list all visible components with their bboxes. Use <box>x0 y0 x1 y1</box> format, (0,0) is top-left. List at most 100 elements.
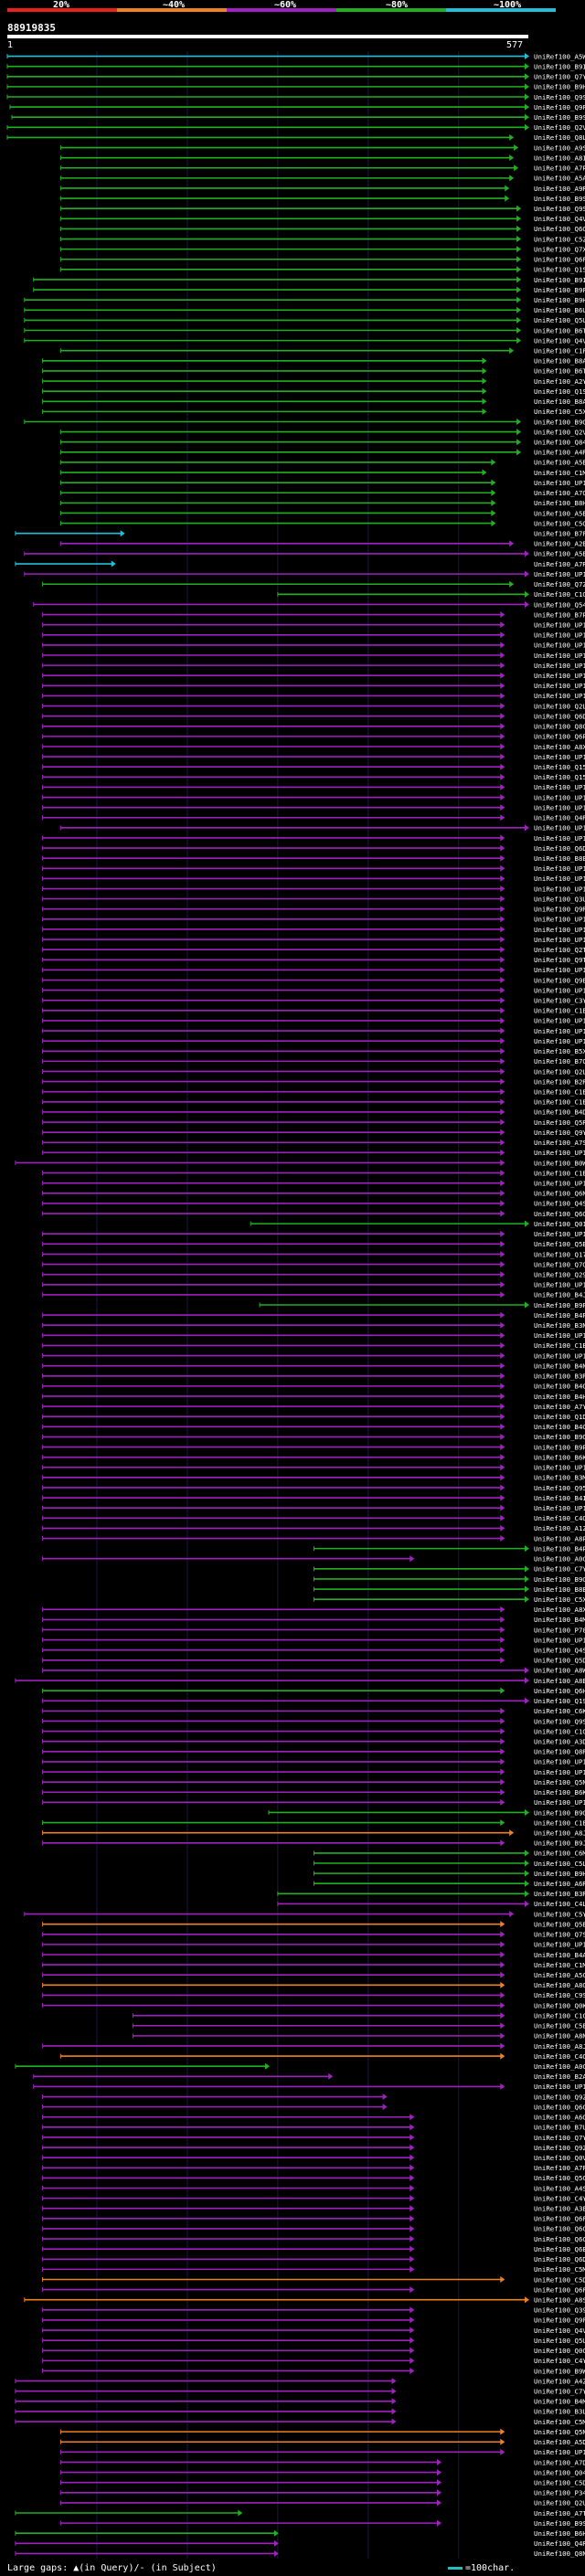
hit-label[interactable]: UniRef100_B9J1B7 <box>534 1839 585 1848</box>
hit-label[interactable]: UniRef100_UP1000.. <box>534 1037 585 1045</box>
hit-label[interactable]: UniRef100_C1C1T7 <box>534 2011 585 2019</box>
hit-label[interactable]: UniRef100_A5DGT3 <box>534 2438 585 2446</box>
hit-label[interactable]: UniRef100_C5DLM4 <box>534 2478 585 2486</box>
hit-label[interactable]: UniRef100_Q0CH38 <box>534 2347 585 2355</box>
hit-label[interactable]: UniRef100_Q6PAM0 <box>534 733 585 741</box>
hit-label[interactable]: UniRef100_Q7YZG6 <box>534 2134 585 2142</box>
hit-label[interactable]: UniRef100_A5WP67 <box>534 52 585 60</box>
hit-label[interactable]: UniRef100_A7TTP9 <box>534 2509 585 2518</box>
hit-label[interactable]: UniRef100_Q5DEG6 <box>534 1657 585 1665</box>
hit-label[interactable]: UniRef100_A3E027 <box>534 2205 585 2213</box>
hit-label[interactable]: UniRef100_UP1000.. <box>534 620 585 629</box>
hit-label[interactable]: UniRef100_UP1000.. <box>534 692 585 700</box>
hit-label[interactable]: UniRef100_A8NME7 <box>534 2032 585 2041</box>
hit-label[interactable]: UniRef100_B4I3B0 <box>534 1494 585 1502</box>
hit-label[interactable]: UniRef100_C5Z085 <box>534 235 585 243</box>
hit-label[interactable]: UniRef100_Q2L2F6 <box>534 702 585 710</box>
hit-label[interactable]: UniRef100_Q5NAH7 <box>534 1778 585 1786</box>
hit-label[interactable]: UniRef100_C6M8Q3 <box>534 1850 585 1858</box>
hit-label[interactable]: UniRef100_Q9EIS9 <box>534 976 585 984</box>
hit-label[interactable]: UniRef100_C5XIU4 <box>534 408 585 416</box>
hit-label[interactable]: UniRef100_A9SLP6 <box>534 143 585 152</box>
hit-label[interactable]: UniRef100_UP1000.. <box>534 570 585 578</box>
hit-label[interactable]: UniRef100_Q6FR05 <box>534 2285 585 2294</box>
hit-label[interactable]: UniRef100_Q17IU7 <box>534 1250 585 1258</box>
hit-label[interactable]: UniRef100_A9RJ25 <box>534 185 585 193</box>
hit-label[interactable]: UniRef100_Q3U519 <box>534 895 585 903</box>
hit-label[interactable]: UniRef100_Q0KEYS <box>534 2001 585 2009</box>
hit-label[interactable]: UniRef100_A7D5T3 <box>534 2458 585 2466</box>
hit-label[interactable]: UniRef100_B3MD46 <box>534 1474 585 1482</box>
hit-label[interactable]: UniRef100_A7RG44 <box>534 560 585 568</box>
hit-label[interactable]: UniRef100_A8XAW7 <box>534 1606 585 1614</box>
hit-label[interactable]: UniRef100_C4Y9B1 <box>534 2194 585 2202</box>
hit-label[interactable]: UniRef100_Q6DV95 <box>534 2255 585 2263</box>
hit-label[interactable]: UniRef100_UP1000.. <box>534 966 585 974</box>
hit-label[interactable]: UniRef100_B8AWL0 <box>534 398 585 406</box>
hit-label[interactable]: UniRef100_Q1SPR9 <box>534 387 585 396</box>
hit-label[interactable]: UniRef100_UP1000.. <box>534 1149 585 1157</box>
hit-label[interactable]: UniRef100_UP1000.. <box>534 1179 585 1187</box>
hit-label[interactable]: UniRef100_B2ACC1 <box>534 2072 585 2081</box>
hit-label[interactable]: UniRef100_UP1000.. <box>534 2083 585 2091</box>
hit-label[interactable]: UniRef100_UP1000.. <box>534 1768 585 1776</box>
hit-label[interactable]: UniRef100_Q1DIB3 <box>534 1413 585 1421</box>
hit-label[interactable]: UniRef100_Q2U7H2 <box>534 2499 585 2507</box>
hit-label[interactable]: UniRef100_Q0V3C0 <box>534 2154 585 2162</box>
hit-label[interactable]: UniRef100_Q9ZWX8 <box>534 2144 585 2152</box>
hit-label[interactable]: UniRef100_UP1000.. <box>534 875 585 883</box>
hit-label[interactable]: UniRef100_Q6FMR8 <box>534 2215 585 2223</box>
hit-label[interactable]: UniRef100_UP1000.. <box>534 986 585 994</box>
hit-label[interactable]: UniRef100_C6KCL6 <box>534 1707 585 1715</box>
hit-label[interactable]: UniRef100_C7YVL0 <box>534 1565 585 1574</box>
hit-label[interactable]: UniRef100_A4ZYY1 <box>534 2377 585 2385</box>
hit-label[interactable]: UniRef100_UP1000.. <box>534 631 585 640</box>
hit-label[interactable]: UniRef100_Q6C2R0 <box>534 2103 585 2111</box>
hit-label[interactable]: UniRef100_Q4SKR7 <box>534 1200 585 1208</box>
hit-label[interactable]: UniRef100_B8HPT9 <box>534 499 585 507</box>
hit-label[interactable]: UniRef100_Q6F357 <box>534 256 585 264</box>
hit-label[interactable]: UniRef100_P34164 <box>534 2489 585 2497</box>
hit-label[interactable]: UniRef100_UP1000.. <box>534 824 585 832</box>
hit-label[interactable]: UniRef100_Q5NYR0 <box>534 2428 585 2436</box>
hit-label[interactable]: UniRef100_Q7Q4V1 <box>534 1260 585 1268</box>
hit-label[interactable]: UniRef100_Q6C8T0 <box>534 2225 585 2233</box>
hit-label[interactable]: UniRef100_B7Q0Q5 <box>534 1057 585 1065</box>
hit-label[interactable]: UniRef100_B6TFP0 <box>534 367 585 376</box>
hit-label[interactable]: UniRef100_B9FKR0 <box>534 286 585 294</box>
hit-label[interactable]: UniRef100_C5D7U2 <box>534 2275 585 2284</box>
hit-label[interactable]: UniRef100_C1BU10 <box>534 1341 585 1350</box>
hit-label[interactable]: UniRef100_A2YFV5 <box>534 377 585 386</box>
hit-label[interactable]: UniRef100_B3N7K7 <box>534 1321 585 1330</box>
hit-label[interactable]: UniRef100_UP1000.. <box>534 1230 585 1238</box>
hit-label[interactable]: UniRef100_UP1000.. <box>534 1798 585 1807</box>
hit-label[interactable]: UniRef100_B2R840 <box>534 1077 585 1086</box>
hit-label[interactable]: UniRef100_A5C9D7 <box>534 1971 585 1979</box>
hit-label[interactable]: UniRef100_A8XSV8 <box>534 743 585 751</box>
hit-label[interactable]: UniRef100_C5MAX9 <box>534 2418 585 2426</box>
hit-label[interactable]: UniRef100_A0CB23 <box>534 2062 585 2071</box>
hit-label[interactable]: UniRef100_B9PD3 <box>534 1301 585 1309</box>
hit-label[interactable]: UniRef100_Q6NY31 <box>534 1190 585 1198</box>
hit-label[interactable]: UniRef100_B9SAG2 <box>534 113 585 122</box>
hit-label[interactable]: UniRef100_UP1000.. <box>534 926 585 934</box>
hit-label[interactable]: UniRef100_A6QFB9 <box>534 2114 585 2122</box>
hit-label[interactable]: UniRef100_Q5U647 <box>534 2337 585 2345</box>
hit-label[interactable]: UniRef100_B3RPF7 <box>534 1373 585 1381</box>
hit-label[interactable]: UniRef100_B9S2D5 <box>534 2519 585 2528</box>
hit-label[interactable]: UniRef100_B9IAT8 <box>534 276 585 284</box>
hit-label[interactable]: UniRef100_B4ASZ2 <box>534 1951 585 1959</box>
hit-label[interactable]: UniRef100_B4DVP2 <box>534 1108 585 1117</box>
hit-label[interactable]: UniRef100_C4QKW2 <box>534 1514 585 1522</box>
hit-label[interactable]: UniRef100_B0WBL5 <box>534 1159 585 1167</box>
hit-label[interactable]: UniRef100_Q5U1V5 <box>534 316 585 324</box>
hit-label[interactable]: UniRef100_UP1000.. <box>534 916 585 924</box>
hit-label[interactable]: UniRef100_B9PMS7 <box>534 1443 585 1451</box>
hit-label[interactable]: UniRef100_A8P793 <box>534 1534 585 1542</box>
hit-label[interactable]: UniRef100_UP1000.. <box>534 1281 585 1289</box>
hit-label[interactable]: UniRef100_UP1000.. <box>534 2448 585 2456</box>
hit-label[interactable]: UniRef100_A7SRX9 <box>534 1139 585 1147</box>
hit-label[interactable]: UniRef100_Q6DHM2 <box>534 844 585 853</box>
hit-label[interactable]: UniRef100_C1G2D7 <box>534 590 585 599</box>
hit-label[interactable]: UniRef100_Q2V3S7 <box>534 428 585 436</box>
